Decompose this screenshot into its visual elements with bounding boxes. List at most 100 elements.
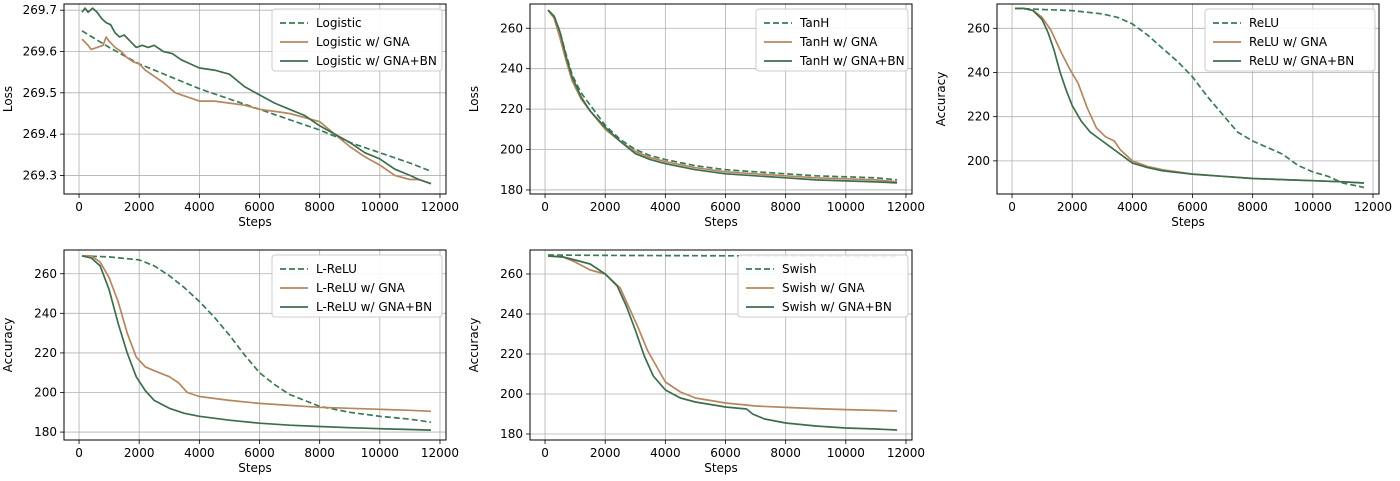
x-tick-label: 12000 <box>1354 200 1392 214</box>
legend-label: L-ReLU <box>316 262 357 276</box>
legend: Logistic Logistic w/ GNA Logistic w/ GNA+B… <box>271 8 443 72</box>
x-axis-label: Steps <box>238 461 272 475</box>
x-tick-label: 4000 <box>1117 200 1148 214</box>
x-tick-label: 4000 <box>184 446 215 460</box>
x-tick-label: 4000 <box>650 200 681 214</box>
x-tick-label: 0 <box>75 200 83 214</box>
legend: Swish Swish w/ GNA Swish w/ GNA+BN <box>737 254 909 318</box>
x-tick-label: 2000 <box>1057 200 1088 214</box>
legend-label: Swish w/ GNA <box>782 281 865 295</box>
y-axis-label: Accuracy <box>467 318 481 373</box>
series-line-1 <box>547 9 898 181</box>
x-tick-label: 12000 <box>887 200 925 214</box>
y-tick-label: 220 <box>500 347 523 361</box>
series-line-2 <box>547 255 898 412</box>
x-tick-label: 0 <box>75 446 83 460</box>
x-tick-label: 0 <box>1008 200 1016 214</box>
x-tick-label: 8000 <box>1237 200 1268 214</box>
x-tick-label: 0 <box>541 446 549 460</box>
x-tick-label: 8000 <box>304 446 335 460</box>
x-tick-label: 2000 <box>590 200 621 214</box>
y-tick-label: 260 <box>500 267 523 281</box>
legend-label: Swish w/ GNA+BN <box>782 300 892 314</box>
x-tick-label: 6000 <box>244 200 275 214</box>
legend-label: ReLU <box>1249 16 1279 30</box>
x-tick-label: 8000 <box>770 446 801 460</box>
legend-label: Logistic w/ GNA+BN <box>316 54 437 68</box>
chart-panel-2: 0 2000 4000 6000 8000 10000 12000 180 200 220 240 2… <box>467 3 925 229</box>
y-tick-label: 220 <box>34 346 57 360</box>
y-tick-label: 200 <box>34 386 57 400</box>
legend-label: Swish <box>782 262 817 276</box>
legend-box <box>1204 8 1376 72</box>
series-line-2 <box>82 255 432 413</box>
y-tick-label: 240 <box>500 307 523 321</box>
x-axis-label: Steps <box>1171 215 1205 229</box>
legend-label: TanH w/ GNA <box>799 35 878 49</box>
legend: ReLU ReLU w/ GNA ReLU w/ GNA+BN <box>1204 8 1376 72</box>
x-tick-label: 2000 <box>590 446 621 460</box>
legend-box <box>271 8 443 72</box>
series-line-2 <box>81 36 432 185</box>
y-tick-label: 180 <box>500 183 523 197</box>
y-tick-label: 240 <box>500 62 523 76</box>
y-tick-label: 269.7 <box>23 3 57 17</box>
legend-box <box>271 254 443 318</box>
series-line-1 <box>1014 7 1365 189</box>
chart-panel-3: 0 2000 4000 6000 8000 10000 12000 200 220 240 260 S… <box>934 3 1392 229</box>
x-axis-label: Steps <box>238 215 272 229</box>
series-line-3 <box>81 7 432 185</box>
y-tick-label: 269.6 <box>23 45 57 59</box>
legend-label: TanH w/ GNA+BN <box>799 54 905 68</box>
x-tick-label: 10000 <box>827 446 865 460</box>
legend: TanH TanH w/ GNA TanH w/ GNA+BN <box>755 8 909 72</box>
y-tick-label: 240 <box>967 65 990 79</box>
x-tick-label: 6000 <box>710 200 741 214</box>
y-tick-label: 220 <box>967 110 990 124</box>
x-tick-label: 8000 <box>304 200 335 214</box>
x-tick-label: 8000 <box>770 200 801 214</box>
y-tick-label: 269.3 <box>23 168 57 182</box>
y-tick-label: 180 <box>34 425 57 439</box>
y-axis-label: Loss <box>467 86 481 112</box>
chart-panel-1: 0 2000 4000 6000 8000 10000 12000 269.3 269.4 269… <box>1 3 459 229</box>
x-tick-label: 10000 <box>361 446 399 460</box>
x-tick-label: 12000 <box>887 446 925 460</box>
x-tick-label: 2000 <box>124 200 155 214</box>
series-line-3 <box>1015 7 1365 184</box>
x-tick-label: 0 <box>541 200 549 214</box>
plot-frame <box>529 3 913 195</box>
series-line-2 <box>547 9 898 183</box>
x-tick-label: 10000 <box>361 200 399 214</box>
y-tick-label: 200 <box>500 143 523 157</box>
legend-label: ReLU w/ GNA <box>1249 35 1328 49</box>
legend-label: ReLU w/ GNA+BN <box>1249 54 1354 68</box>
plot-frame <box>529 249 913 441</box>
legend-box <box>755 8 909 72</box>
x-tick-label: 4000 <box>184 200 215 214</box>
plot-frame <box>996 3 1380 195</box>
y-tick-label: 200 <box>500 387 523 401</box>
x-axis-label: Steps <box>704 215 738 229</box>
legend-label: Logistic w/ GNA <box>316 35 410 49</box>
y-tick-label: 260 <box>34 267 57 281</box>
x-tick-label: 4000 <box>650 446 681 460</box>
y-tick-label: 269.5 <box>23 86 57 100</box>
x-tick-label: 6000 <box>1177 200 1208 214</box>
x-tick-label: 10000 <box>827 200 865 214</box>
y-tick-label: 269.4 <box>23 127 57 141</box>
y-axis-label: Accuracy <box>1 318 15 373</box>
x-tick-label: 6000 <box>244 446 275 460</box>
y-axis-label: Accuracy <box>934 72 948 127</box>
y-axis-label: Loss <box>1 86 15 112</box>
x-tick-label: 12000 <box>421 446 459 460</box>
legend-label: Logistic <box>316 16 362 30</box>
y-tick-label: 240 <box>34 306 57 320</box>
chart-panel-4: 0 2000 4000 6000 8000 10000 12000 180 200 220 240 2… <box>1 249 459 475</box>
y-tick-label: 260 <box>967 21 990 35</box>
legend-label: L-ReLU w/ GNA <box>316 281 406 295</box>
x-tick-label: 10000 <box>1294 200 1332 214</box>
series-line-1 <box>81 255 432 424</box>
series-line-3 <box>547 255 898 431</box>
